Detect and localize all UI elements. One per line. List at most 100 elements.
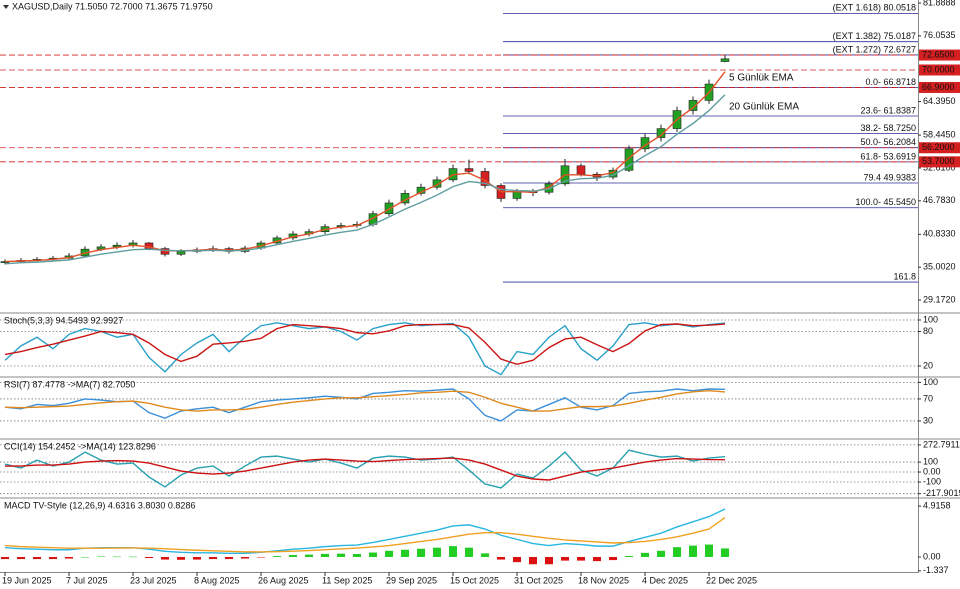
fib-label: 0.0- 66.8718 (865, 77, 916, 87)
x-tick-label: 15 Oct 2025 (450, 575, 499, 585)
series-line (4, 517, 726, 553)
x-tick-label: 26 Aug 2025 (258, 575, 309, 585)
panel-title: RSI(7) 87.4778 ->MA(7) 82.7050 (4, 379, 135, 389)
level-label: 66.9000 (922, 82, 955, 92)
histogram-bar (369, 552, 377, 557)
panel-title: Stoch(5,3,3) 94.5493 92.9927 (4, 315, 123, 325)
y-tick-label: 70 (923, 393, 933, 403)
histogram-bar (305, 554, 313, 557)
x-tick-label: 11 Sep 2025 (322, 575, 372, 585)
level-label: 70.0000 (922, 64, 955, 74)
histogram-bar (193, 556, 201, 560)
histogram-bar (449, 546, 457, 557)
histogram-bar (561, 556, 569, 561)
histogram-bar (225, 556, 233, 560)
histogram-bar (513, 556, 521, 563)
candle-body (576, 165, 586, 175)
panel-title: CCI(14) 154.2452 ->MA(14) 123.8296 (4, 441, 156, 451)
fib-label: 100.0- 45.5450 (855, 197, 916, 207)
level-tag (919, 81, 960, 93)
y-tick-label: 40.8330 (923, 229, 956, 239)
histogram-bar (177, 556, 185, 560)
histogram-bar (417, 548, 425, 557)
series-line (4, 322, 726, 376)
x-tick-label: 4 Dec 2025 (642, 575, 688, 585)
x-tick-label: 31 Oct 2025 (514, 575, 563, 585)
level-label: 56.2000 (922, 142, 955, 152)
histogram-bar (337, 553, 345, 557)
histogram-bar (465, 547, 473, 557)
histogram-bar (433, 547, 441, 557)
histogram-bar (209, 556, 217, 560)
fib-label: 161.8 (893, 271, 916, 281)
histogram-bar (17, 556, 25, 560)
y-tick-label: 81.8888 (923, 0, 956, 7)
histogram-bar (625, 555, 633, 557)
fib-label: (EXT 1.382) 75.0187 (833, 31, 916, 41)
series-line (4, 94, 726, 265)
y-tick-label: 0.00 (923, 551, 941, 561)
candle-body (176, 251, 186, 255)
fib-label: (EXT 1.618) 80.0518 (833, 3, 916, 13)
histogram-bar (657, 550, 665, 557)
fib-label: 38.2- 58.7250 (860, 123, 916, 133)
y-tick-label: 52.6100 (923, 162, 956, 172)
level-tag (919, 142, 960, 154)
histogram-bar (353, 553, 361, 557)
histogram-bar (609, 556, 617, 561)
histogram-bar (385, 550, 393, 557)
histogram-bar (641, 552, 649, 557)
y-tick-label: 64.3950 (923, 96, 956, 106)
level-label: 53.7000 (922, 156, 955, 166)
histogram-bar (81, 556, 89, 558)
histogram-bar (241, 556, 249, 559)
x-tick-label: 23 Jul 2025 (130, 575, 177, 585)
y-tick-label: -1.337 (923, 565, 949, 575)
y-tick-label: 100 (923, 314, 938, 324)
panel-frame (0, 0, 960, 573)
series-line (4, 389, 726, 412)
x-tick-label: 7 Jul 2025 (66, 575, 108, 585)
y-tick-label: 35.0020 (923, 262, 956, 272)
y-tick-label: 272.7911 (923, 439, 960, 449)
level-label: 72.6500 (922, 49, 955, 59)
candle-body (432, 179, 442, 188)
candle-body (464, 168, 474, 172)
series-line (4, 71, 726, 263)
histogram-bar (113, 556, 121, 558)
histogram-bar (529, 556, 537, 565)
y-tick-label: 58.4450 (923, 129, 956, 139)
level-tag (919, 49, 960, 61)
series-label: 20 Günlük EMA (729, 101, 799, 112)
histogram-bar (497, 556, 505, 560)
y-tick-label: 29.1720 (923, 294, 956, 304)
fib-label: 61.8- 53.6919 (860, 151, 916, 161)
fib-label: 50.0- 56.2084 (860, 137, 916, 147)
histogram-bar (1, 556, 9, 560)
y-tick-label: 4.9158 (923, 500, 951, 510)
histogram-bar (289, 555, 297, 557)
histogram-bar (273, 556, 281, 557)
x-tick-label: 8 Aug 2025 (194, 575, 240, 585)
fib-label: (EXT 1.272) 72.6727 (833, 44, 916, 54)
histogram-bar (129, 556, 137, 558)
series-line (4, 449, 726, 489)
collapse-icon (3, 5, 9, 9)
histogram-bar (65, 556, 73, 559)
panel-title: MACD TV-Style (12,26,9) 4.6316 3.8030 0.… (4, 500, 195, 510)
y-tick-label: 76.0535 (923, 30, 956, 40)
histogram-bar (705, 544, 713, 557)
panel-title: XAGUSD,Daily 71.5050 72.7000 71.3675 71.… (12, 1, 213, 11)
histogram-bar (49, 556, 57, 560)
histogram-bar (97, 556, 105, 557)
histogram-bar (321, 553, 329, 557)
histogram-bar (689, 545, 697, 557)
histogram-bar (33, 556, 41, 560)
series-line (5, 457, 726, 481)
y-tick-label: 0.00 (923, 466, 941, 476)
y-tick-label: 100 (923, 377, 938, 387)
x-tick-label: 29 Sep 2025 (386, 575, 437, 585)
candle-body (688, 100, 698, 111)
